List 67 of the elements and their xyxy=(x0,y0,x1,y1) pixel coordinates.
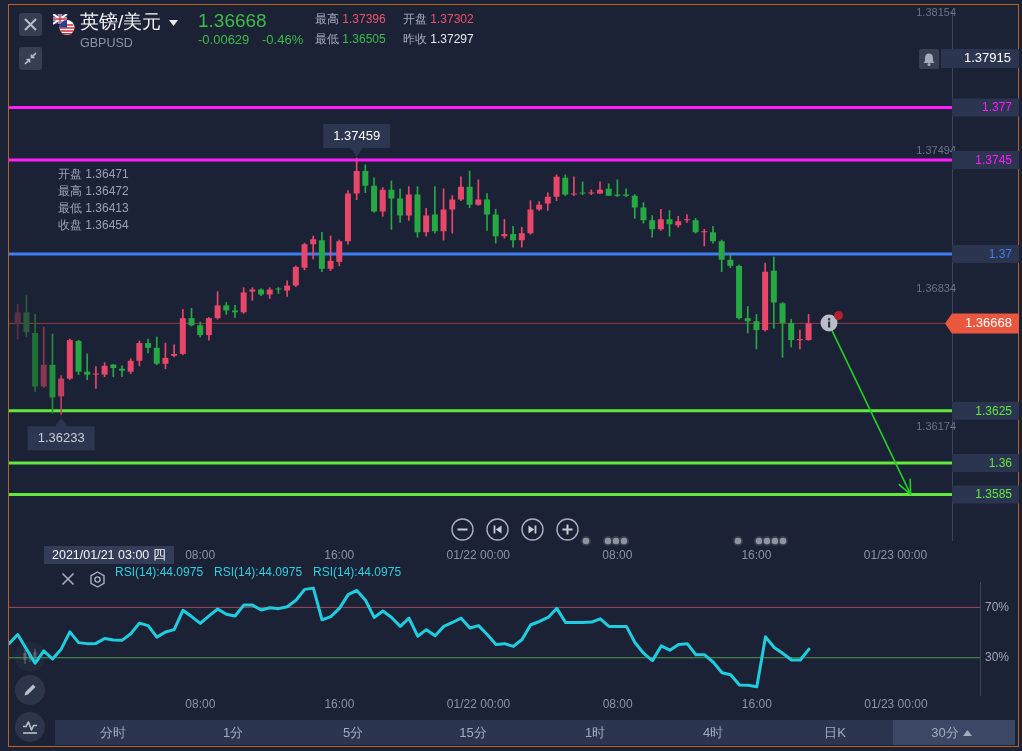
annotation: 最高 1.37396 xyxy=(315,12,386,27)
annotation: 1.36668 xyxy=(198,10,267,32)
text: 分时 xyxy=(100,725,126,741)
chart-title: 英镑/美元 xyxy=(80,11,162,33)
text: 5分 xyxy=(342,725,364,741)
x-tick-label: 01/23 00:00 xyxy=(864,697,928,712)
candlestick xyxy=(171,344,178,358)
x-tick-label: 16:00 xyxy=(741,697,773,712)
candlestick xyxy=(231,305,238,318)
x-tick-label: 16:00 xyxy=(324,697,355,712)
x-tick-label: 01/23 00:00 xyxy=(863,547,928,562)
x-tick-label: 08:00 xyxy=(185,547,216,562)
text: RSI(14):44.0975 xyxy=(313,565,402,580)
candlestick xyxy=(118,365,125,378)
y-tick-label: 70% xyxy=(985,599,1010,614)
candlestick xyxy=(683,214,690,223)
text: RSI(14):44.0975 xyxy=(214,565,303,580)
candlestick xyxy=(92,366,99,389)
text: GBPUSD xyxy=(80,36,133,51)
x-tick-label: 01/22 00:00 xyxy=(446,547,511,562)
candlestick xyxy=(623,188,630,198)
ref-line-label: 1.377 xyxy=(981,100,1013,115)
text: 1分 xyxy=(222,725,244,741)
y-tick-label: 30% xyxy=(985,650,1010,665)
text: 2021/01/21 03:00 四 xyxy=(44,546,174,565)
candlestick xyxy=(744,306,751,334)
text: 4时 xyxy=(702,725,724,741)
annotation: 昨收 1.37297 xyxy=(403,32,474,47)
candlestick xyxy=(449,195,456,234)
y-tick-label: 1.36834 xyxy=(916,281,956,294)
x-tick-label: 16:00 xyxy=(324,547,355,562)
annotation: -0.46% xyxy=(262,32,304,48)
text: 1.37915 xyxy=(941,49,1019,68)
annotation: 收盘 1.36454 xyxy=(58,218,129,233)
ref-line-label: 1.3745 xyxy=(975,152,1013,167)
text: 30分 xyxy=(931,725,959,741)
y-tick-label: 1.36174 xyxy=(916,419,956,432)
candlestick xyxy=(475,179,482,206)
ref-line-label: 1.3625 xyxy=(975,403,1013,418)
ref-line-label: 1.3585 xyxy=(975,487,1013,502)
annotation: 最低 1.36413 xyxy=(58,201,129,216)
text: 日K xyxy=(824,725,846,741)
candlestick xyxy=(84,353,91,380)
annotation: 最高 1.36472 xyxy=(58,184,129,199)
annotation: -0.00629 xyxy=(198,32,250,48)
x-tick-label: 01/22 00:00 xyxy=(446,697,511,712)
annotation: 开盘 1.36471 xyxy=(58,167,129,182)
text: 15分 xyxy=(459,725,487,741)
annotation: 1.37459 xyxy=(333,128,381,144)
x-tick-label: 16:00 xyxy=(741,547,772,562)
x-tick-label: 08:00 xyxy=(185,697,216,712)
ref-line-label: 1.37 xyxy=(988,246,1013,261)
candlestick xyxy=(570,176,577,196)
y-tick-label: 1.38154 xyxy=(916,5,956,18)
ref-line-label: 1.36 xyxy=(988,455,1013,470)
ref-line-label: 1.36668 xyxy=(965,315,1012,331)
annotation: 最低 1.36505 xyxy=(315,32,386,47)
annotation: 开盘 1.37302 xyxy=(403,12,474,27)
annotation: 1.36233 xyxy=(37,430,85,446)
candlestick xyxy=(588,189,595,195)
candlestick xyxy=(701,228,708,247)
x-tick-label: 08:00 xyxy=(602,697,634,712)
text: RSI(14):44.0975 xyxy=(115,565,204,580)
candlestick xyxy=(310,235,317,260)
text: 1时 xyxy=(584,725,606,741)
x-tick-label: 08:00 xyxy=(602,547,633,562)
candlestick xyxy=(796,329,803,350)
